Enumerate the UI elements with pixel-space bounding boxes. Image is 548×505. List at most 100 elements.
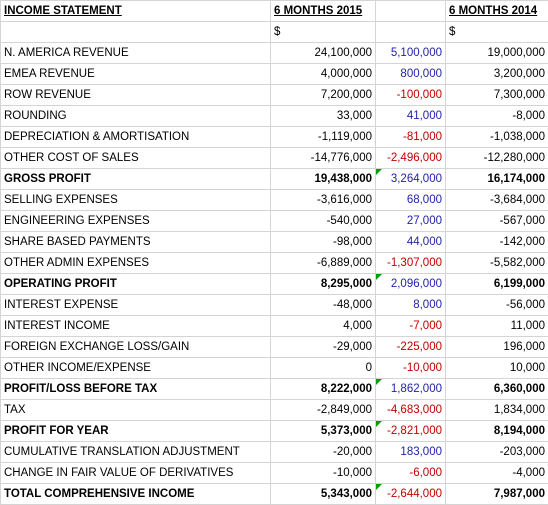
value-2014[interactable]: 19,000,000 xyxy=(446,43,548,64)
row-label[interactable]: CHANGE IN FAIR VALUE OF DERIVATIVES xyxy=(1,463,271,484)
value-2014[interactable]: 6,360,000 xyxy=(446,379,548,400)
row-label[interactable]: ROUNDING xyxy=(1,106,271,127)
currency-2014[interactable]: $ xyxy=(446,22,548,43)
value-2014[interactable]: -56,000 xyxy=(446,295,548,316)
row-label[interactable]: PROFIT FOR YEAR xyxy=(1,421,271,442)
value-2015[interactable]: 4,000 xyxy=(271,316,376,337)
adjustment-value[interactable]: -4,683,000 xyxy=(376,400,446,421)
value-2015[interactable]: -29,000 xyxy=(271,337,376,358)
column-header-adjustment[interactable] xyxy=(376,1,446,22)
adjustment-value[interactable]: 41,000 xyxy=(376,106,446,127)
adjustment-value[interactable]: -2,496,000 xyxy=(376,148,446,169)
value-2014[interactable]: -567,000 xyxy=(446,211,548,232)
adjustment-value[interactable]: 3,264,000 xyxy=(376,169,446,190)
value-2014[interactable]: 1,834,000 xyxy=(446,400,548,421)
row-label[interactable]: GROSS PROFIT xyxy=(1,169,271,190)
adjustment-value[interactable]: -225,000 xyxy=(376,337,446,358)
value-2014[interactable]: -8,000 xyxy=(446,106,548,127)
row-label[interactable]: OTHER INCOME/EXPENSE xyxy=(1,358,271,379)
row-label[interactable]: OTHER COST OF SALES xyxy=(1,148,271,169)
value-2014[interactable]: -3,684,000 xyxy=(446,190,548,211)
row-label[interactable]: OPERATING PROFIT xyxy=(1,274,271,295)
row-label[interactable]: ENGINEERING EXPENSES xyxy=(1,211,271,232)
adjustment-value[interactable]: 2,096,000 xyxy=(376,274,446,295)
value-2015[interactable]: 24,100,000 xyxy=(271,43,376,64)
column-header-2014[interactable]: 6 MONTHS 2014 xyxy=(446,1,548,22)
value-2014[interactable]: 8,194,000 xyxy=(446,421,548,442)
value-2015[interactable]: 8,295,000 xyxy=(271,274,376,295)
value-2015[interactable]: 5,343,000 xyxy=(271,484,376,505)
row-label[interactable]: SELLING EXPENSES xyxy=(1,190,271,211)
row-label[interactable]: ROW REVENUE xyxy=(1,85,271,106)
value-2015-value: 33,000 xyxy=(337,110,372,122)
currency-2015[interactable]: $ xyxy=(271,22,376,43)
adjustment-value[interactable]: -1,307,000 xyxy=(376,253,446,274)
value-2015[interactable]: -98,000 xyxy=(271,232,376,253)
empty-cell[interactable] xyxy=(376,22,446,43)
adjustment-value[interactable]: -2,821,000 xyxy=(376,421,446,442)
row-label[interactable]: TAX xyxy=(1,400,271,421)
value-2015[interactable]: -10,000 xyxy=(271,463,376,484)
value-2014[interactable]: 7,300,000 xyxy=(446,85,548,106)
row-label[interactable]: SHARE BASED PAYMENTS xyxy=(1,232,271,253)
row-label[interactable]: INTEREST INCOME xyxy=(1,316,271,337)
value-2015[interactable]: 7,200,000 xyxy=(271,85,376,106)
value-2015[interactable]: -540,000 xyxy=(271,211,376,232)
value-2015[interactable]: 5,373,000 xyxy=(271,421,376,442)
value-2015[interactable]: -3,616,000 xyxy=(271,190,376,211)
column-header-2015[interactable]: 6 MONTHS 2015 xyxy=(271,1,376,22)
value-2015[interactable]: -1,119,000 xyxy=(271,127,376,148)
value-2014[interactable]: -203,000 xyxy=(446,442,548,463)
value-2015[interactable]: 8,222,000 xyxy=(271,379,376,400)
value-2014[interactable]: -5,582,000 xyxy=(446,253,548,274)
value-2015[interactable]: -14,776,000 xyxy=(271,148,376,169)
value-2015[interactable]: 4,000,000 xyxy=(271,64,376,85)
adjustment-value[interactable]: 183,000 xyxy=(376,442,446,463)
adjustment-value[interactable]: -100,000 xyxy=(376,85,446,106)
value-2015-value: -540,000 xyxy=(327,215,372,227)
row-label[interactable]: PROFIT/LOSS BEFORE TAX xyxy=(1,379,271,400)
value-2015[interactable]: -2,849,000 xyxy=(271,400,376,421)
value-2014[interactable]: 10,000 xyxy=(446,358,548,379)
value-2014[interactable]: -4,000 xyxy=(446,463,548,484)
value-2014[interactable]: 196,000 xyxy=(446,337,548,358)
value-2014[interactable]: -1,038,000 xyxy=(446,127,548,148)
value-2014[interactable]: 3,200,000 xyxy=(446,64,548,85)
adjustment-value[interactable]: 1,862,000 xyxy=(376,379,446,400)
row-label[interactable]: DEPRECIATION & AMORTISATION xyxy=(1,127,271,148)
value-2014[interactable]: -12,280,000 xyxy=(446,148,548,169)
value-2015[interactable]: -6,889,000 xyxy=(271,253,376,274)
value-2015[interactable]: 33,000 xyxy=(271,106,376,127)
table-title[interactable]: INCOME STATEMENT xyxy=(1,1,271,22)
adjustment-value[interactable]: -81,000 xyxy=(376,127,446,148)
value-2014[interactable]: 7,987,000 xyxy=(446,484,548,505)
value-2015[interactable]: -20,000 xyxy=(271,442,376,463)
value-2015[interactable]: 0 xyxy=(271,358,376,379)
empty-cell[interactable] xyxy=(1,22,271,43)
row-label[interactable]: EMEA REVENUE xyxy=(1,64,271,85)
adjustment-value[interactable]: -2,644,000 xyxy=(376,484,446,505)
adjustment-value[interactable]: -6,000 xyxy=(376,463,446,484)
value-2015[interactable]: -48,000 xyxy=(271,295,376,316)
row-label[interactable]: N. AMERICA REVENUE xyxy=(1,43,271,64)
row-label[interactable]: TOTAL COMPREHENSIVE INCOME xyxy=(1,484,271,505)
adjustment-value[interactable]: 800,000 xyxy=(376,64,446,85)
adjustment-value[interactable]: 68,000 xyxy=(376,190,446,211)
adjustment-value[interactable]: -7,000 xyxy=(376,316,446,337)
adjustment-value[interactable]: 8,000 xyxy=(376,295,446,316)
adjustment-value[interactable]: 5,100,000 xyxy=(376,43,446,64)
value-2015-value: -10,000 xyxy=(333,467,372,479)
adjustment-value[interactable]: 44,000 xyxy=(376,232,446,253)
row-label[interactable]: CUMULATIVE TRANSLATION ADJUSTMENT xyxy=(1,442,271,463)
row-label[interactable]: INTEREST EXPENSE xyxy=(1,295,271,316)
value-2014[interactable]: 16,174,000 xyxy=(446,169,548,190)
adjustment-value[interactable]: 27,000 xyxy=(376,211,446,232)
adjustment-value[interactable]: -10,000 xyxy=(376,358,446,379)
value-2015[interactable]: 19,438,000 xyxy=(271,169,376,190)
value-2014[interactable]: 6,199,000 xyxy=(446,274,548,295)
value-2014-value: -12,280,000 xyxy=(484,152,545,164)
value-2014[interactable]: 11,000 xyxy=(446,316,548,337)
row-label[interactable]: FOREIGN EXCHANGE LOSS/GAIN xyxy=(1,337,271,358)
value-2014[interactable]: -142,000 xyxy=(446,232,548,253)
row-label[interactable]: OTHER ADMIN EXPENSES xyxy=(1,253,271,274)
